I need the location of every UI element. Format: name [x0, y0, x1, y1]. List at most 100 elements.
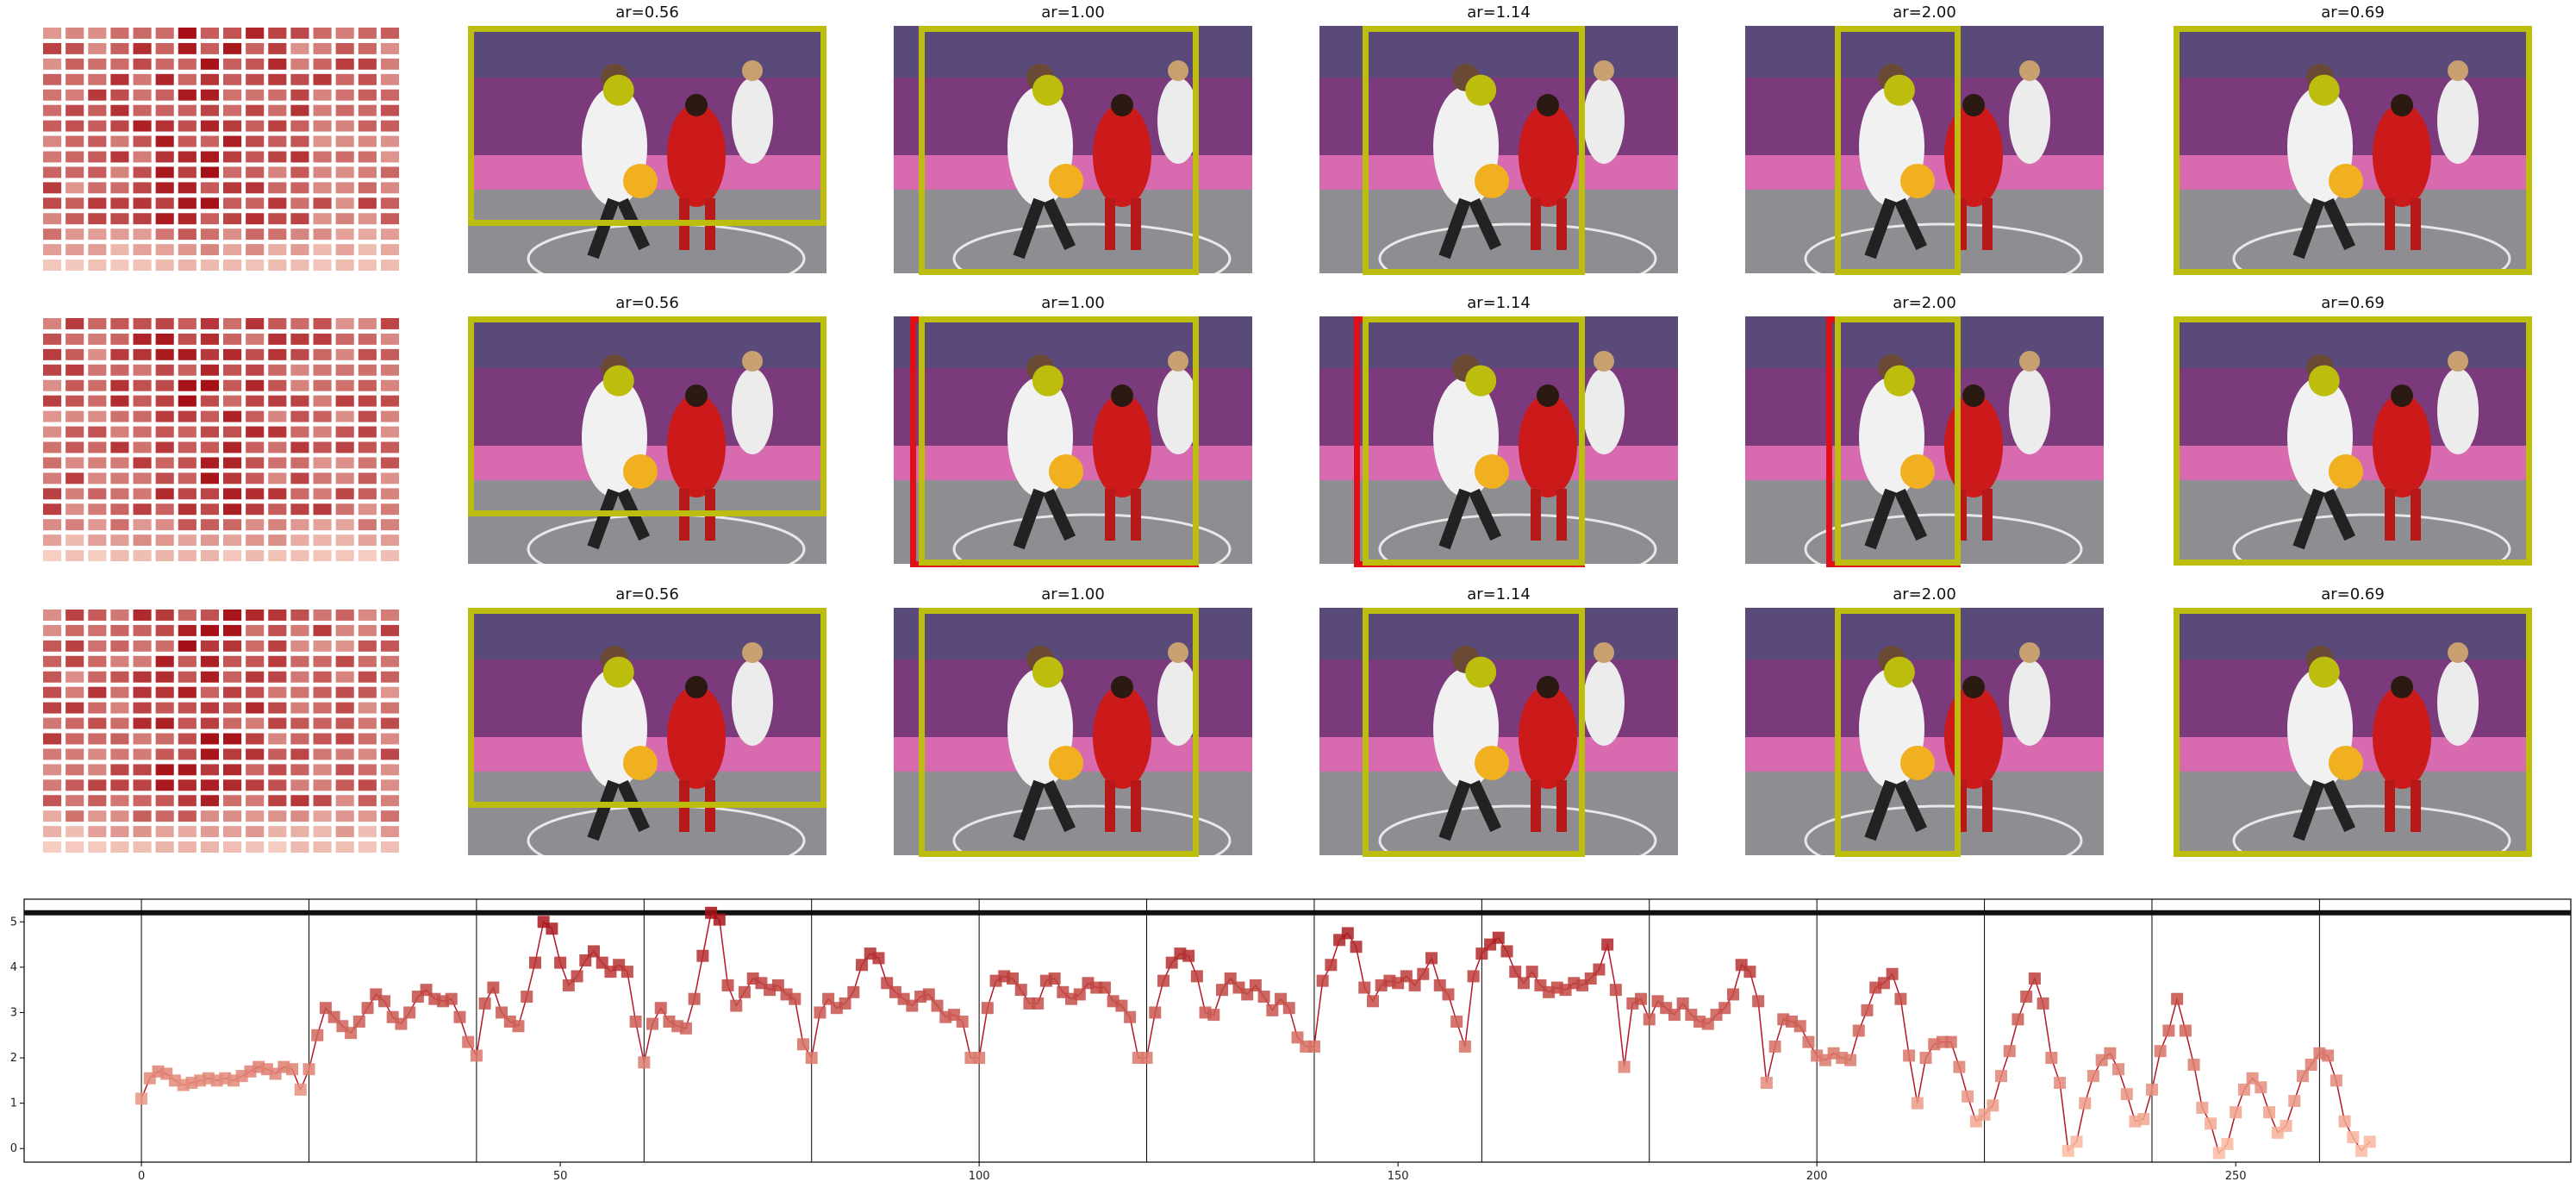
data-point	[2205, 1117, 2217, 1130]
heatmap-tile	[155, 182, 174, 194]
series-line	[140, 911, 2371, 1154]
heatmap-tile	[246, 379, 265, 391]
heatmap-tile	[200, 717, 219, 729]
heatmap-tile	[290, 624, 309, 636]
data-point	[1852, 1024, 1865, 1037]
yellow-crop-box	[2174, 608, 2532, 857]
data-point	[596, 956, 608, 969]
data-point	[2045, 1052, 2058, 1065]
heatmap-tile	[65, 318, 84, 329]
heatmap-tile	[155, 333, 174, 345]
heatmap-tile	[65, 151, 84, 163]
data-point	[1124, 1010, 1137, 1023]
heatmap-tile	[358, 410, 377, 422]
heatmap-tile	[380, 717, 399, 729]
data-point	[445, 992, 458, 1005]
heatmap-tile	[380, 441, 399, 453]
heatmap-tile	[155, 733, 174, 745]
heatmap-tile	[43, 764, 62, 776]
panel-title: ar=0.69	[2321, 3, 2385, 22]
heatmap-tile	[335, 151, 354, 163]
data-point	[294, 1083, 307, 1096]
data-point	[1282, 1002, 1295, 1015]
heatmap-tile	[155, 58, 174, 70]
data-point	[1249, 979, 1262, 991]
heatmap-tile	[65, 779, 84, 791]
heatmap-tile	[178, 120, 196, 132]
heatmap-tile	[110, 58, 129, 70]
heatmap-tile	[88, 671, 107, 683]
heatmap-tile	[358, 457, 377, 469]
heatmap-tile	[178, 182, 196, 194]
heatmap-tile	[246, 519, 265, 531]
data-point	[872, 952, 885, 965]
heatmap-tile	[223, 104, 242, 116]
heatmap-tile	[133, 120, 152, 132]
heatmap-tile	[155, 28, 174, 39]
heatmap-tile	[223, 42, 242, 54]
heatmap-tile	[155, 795, 174, 807]
heatmap-tile	[335, 550, 354, 561]
heatmap-tile	[223, 244, 242, 256]
heatmap-tile	[88, 58, 107, 70]
plot-frame	[23, 898, 2572, 1163]
data-point	[2079, 1097, 2092, 1110]
heatmap-tile	[358, 503, 377, 516]
data-point	[1793, 1020, 1806, 1033]
heatmap-tile	[133, 333, 152, 345]
heatmap-tile	[268, 702, 287, 714]
heatmap-tile	[290, 73, 309, 85]
data-point	[1425, 952, 1438, 965]
heatmap-tile	[290, 441, 309, 453]
heatmap-tile	[178, 686, 196, 698]
heatmap-tile	[178, 733, 196, 745]
heatmap-tile	[110, 379, 129, 391]
heatmap-tile	[380, 364, 399, 376]
heatmap-tile	[200, 58, 219, 70]
heatmap-tile	[335, 58, 354, 70]
heatmap-tile	[358, 348, 377, 360]
heatmap-tile	[133, 764, 152, 776]
heatmap-tile	[313, 764, 332, 776]
heatmap-tile	[178, 426, 196, 438]
heatmap-tile	[358, 550, 377, 561]
basketball-photo	[2174, 316, 2532, 564]
heatmap-tile	[200, 228, 219, 241]
heatmap-tile	[178, 42, 196, 54]
data-point	[1844, 1054, 1857, 1066]
heatmap-tile	[65, 348, 84, 360]
heatmap-tile	[133, 671, 152, 683]
heatmap-tile	[65, 244, 84, 256]
data-point	[1944, 1035, 1957, 1048]
heatmap-tile	[380, 535, 399, 547]
heatmap-tile	[178, 104, 196, 116]
data-point	[453, 1010, 466, 1023]
heatmap-tile	[335, 182, 354, 194]
data-point	[135, 1092, 148, 1105]
data-point	[1475, 947, 1488, 960]
data-point	[1442, 988, 1455, 1001]
heatmap-tile	[200, 519, 219, 531]
heatmap-tile	[178, 671, 196, 683]
heatmap-tile	[358, 686, 377, 698]
heatmap-tile	[290, 655, 309, 667]
heatmap-tile	[290, 810, 309, 822]
heatmap-tile	[200, 795, 219, 807]
heatmap-tile	[380, 488, 399, 500]
x-tick-label: 0	[138, 1170, 145, 1183]
heatmap-tile	[155, 410, 174, 422]
heatmap-tile	[223, 441, 242, 453]
heatmap-tile	[200, 348, 219, 360]
heatmap-tile	[200, 73, 219, 85]
heatmap-tile	[200, 151, 219, 163]
y-tick-label: 4	[10, 961, 17, 974]
heatmap-tile	[110, 748, 129, 760]
heatmap-tile	[200, 841, 219, 853]
heatmap-tile	[268, 89, 287, 101]
heatmap-tile	[380, 655, 399, 667]
heatmap-tile	[133, 166, 152, 178]
basketball-photo	[468, 316, 826, 564]
heatmap-tile	[88, 640, 107, 652]
heatmap-tile	[200, 182, 219, 194]
heatmap-tile	[155, 472, 174, 485]
